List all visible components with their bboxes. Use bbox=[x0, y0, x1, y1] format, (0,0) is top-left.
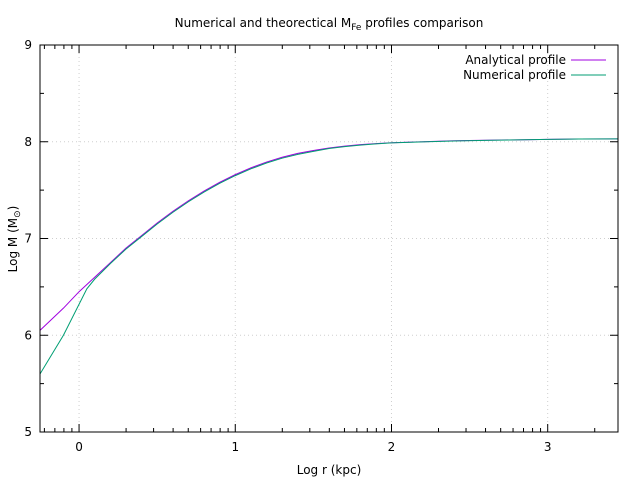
x-tick-label: 3 bbox=[544, 440, 552, 454]
y-axis-label: Log M (M⊙) bbox=[6, 206, 23, 273]
legend-label-2: Numerical profile bbox=[463, 68, 566, 82]
y-tick-label: 5 bbox=[24, 425, 32, 439]
chart-title-subscript: Fe bbox=[351, 23, 362, 33]
series-line-2 bbox=[39, 138, 619, 375]
y-tick-label: 8 bbox=[24, 135, 32, 149]
y-axis-label-end: ) bbox=[6, 206, 20, 211]
series-line-1 bbox=[39, 138, 619, 331]
tick-labels: 5 6 7 8 9 0 1 2 3 bbox=[24, 38, 551, 454]
series-lines bbox=[39, 138, 619, 375]
chart-title-end: profiles comparison bbox=[361, 16, 483, 30]
grid bbox=[40, 45, 618, 432]
legend-label-1: Analytical profile bbox=[465, 53, 566, 67]
y-tick-label: 6 bbox=[24, 328, 32, 342]
chart-title: Numerical and theorectical MFe profiles … bbox=[175, 16, 484, 33]
y-axis-label-main: Log M (M bbox=[6, 218, 20, 272]
x-axis-label: Log r (kpc) bbox=[297, 463, 362, 477]
x-tick-label: 0 bbox=[75, 440, 83, 454]
y-axis-label-subscript: ⊙ bbox=[13, 210, 23, 218]
chart-title-main: Numerical and theorectical M bbox=[175, 16, 352, 30]
y-tick-label: 7 bbox=[24, 232, 32, 246]
x-tick-label: 2 bbox=[388, 440, 396, 454]
ticks bbox=[40, 44, 618, 433]
x-tick-label: 1 bbox=[231, 440, 239, 454]
y-tick-label: 9 bbox=[24, 38, 32, 52]
